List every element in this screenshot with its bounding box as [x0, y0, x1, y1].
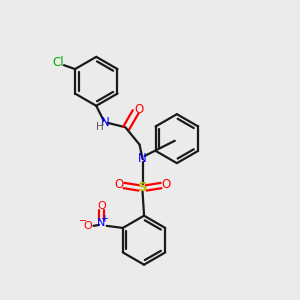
Text: N: N — [97, 218, 106, 228]
Text: N: N — [138, 152, 147, 165]
Text: +: + — [100, 214, 108, 224]
Text: O: O — [114, 178, 123, 191]
Text: O: O — [83, 220, 92, 230]
Text: N: N — [101, 116, 110, 129]
Text: O: O — [135, 103, 144, 116]
Text: O: O — [97, 200, 106, 211]
Text: O: O — [162, 178, 171, 191]
Text: H: H — [96, 122, 104, 132]
Text: S: S — [138, 182, 147, 194]
Text: −: − — [79, 216, 88, 226]
Text: Cl: Cl — [52, 56, 64, 69]
